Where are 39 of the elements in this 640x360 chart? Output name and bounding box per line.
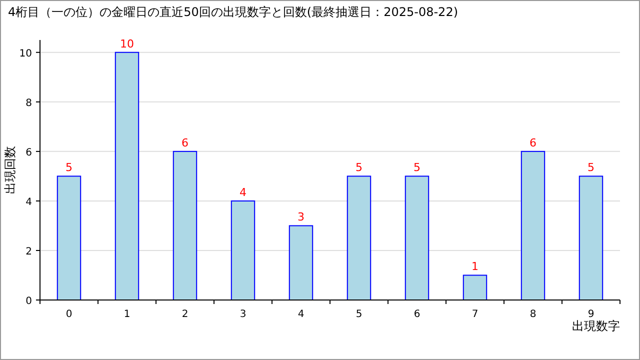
chart-title: 4桁目（一の位）の金曜日の直近50回の出現数字と回数(最終抽選日：2025-08-22): [8, 5, 458, 19]
bar: [404, 176, 430, 300]
x-tick-label: 5: [356, 309, 362, 320]
y-tick-label: 4: [26, 196, 32, 208]
bar: [114, 52, 140, 300]
data-label: 5: [414, 161, 420, 174]
data-label: 5: [588, 161, 594, 174]
bar: [462, 274, 488, 300]
data-label: 6: [182, 136, 188, 150]
x-tick-label: 9: [588, 309, 594, 320]
data-label: 5: [356, 161, 362, 174]
x-tick-label: 6: [414, 309, 420, 320]
data-label: 3: [298, 210, 304, 224]
y-tick-label: 8: [26, 98, 32, 109]
y-tick-label: 0: [26, 296, 32, 307]
x-tick-label: 1: [124, 309, 130, 320]
y-tick-label: 10: [19, 48, 32, 60]
bar: [520, 150, 546, 300]
x-tick-label: 0: [66, 309, 72, 320]
x-axis-title: 出現数字: [572, 319, 620, 333]
y-tick-label: 2: [26, 246, 32, 258]
bar: [288, 225, 314, 300]
data-label: 4: [240, 186, 246, 199]
data-label: 5: [66, 161, 72, 174]
x-tick-label: 7: [472, 309, 478, 320]
bar: [56, 176, 82, 300]
y-tick-label: 6: [26, 147, 32, 158]
bar: [172, 150, 198, 300]
y-axis-title: 出現回数: [3, 146, 17, 194]
data-label: 1: [472, 260, 478, 274]
data-label: 6: [530, 136, 536, 150]
x-tick-label: 3: [240, 309, 246, 320]
x-tick-label: 2: [182, 309, 188, 320]
x-tick-label: 8: [530, 309, 536, 320]
bar: [346, 176, 372, 300]
data-label: 10: [120, 37, 134, 50]
bar: [230, 200, 256, 300]
bar: [578, 176, 604, 300]
x-tick-label: 4: [298, 309, 304, 320]
